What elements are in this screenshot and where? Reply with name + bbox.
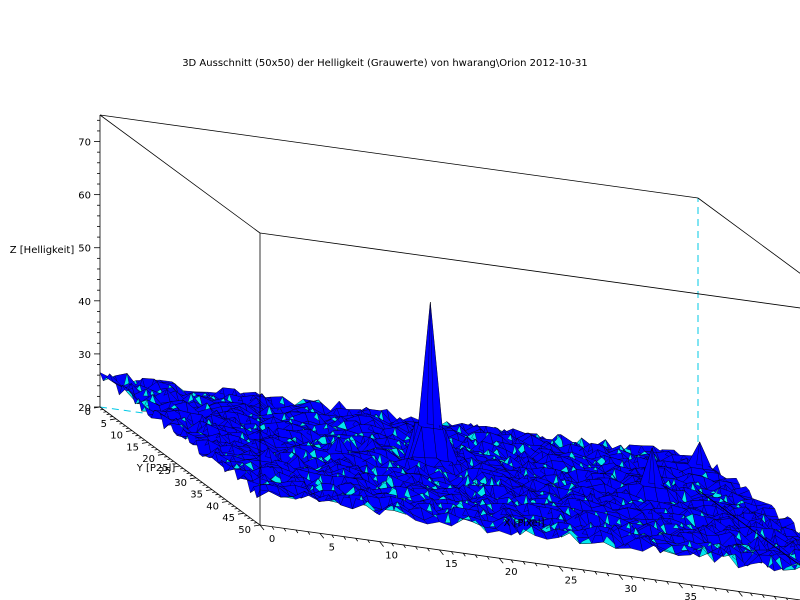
y-tick	[173, 465, 181, 468]
y-tick	[205, 489, 213, 491]
box-edge-top-front	[259, 232, 800, 309]
x-tick	[582, 569, 586, 574]
y-tick-label: 30	[174, 478, 187, 489]
x-tick	[690, 584, 693, 588]
x-tick	[618, 574, 624, 581]
x-tick	[773, 596, 777, 600]
x-tick-label: 35	[684, 592, 697, 600]
y-axis-label: Y [P25l]	[136, 463, 176, 474]
x-tick	[654, 579, 658, 584]
y-tick-label: 10	[110, 431, 123, 442]
x-tick	[486, 556, 490, 560]
front-box-lines	[99, 197, 800, 600]
x-tick	[391, 543, 394, 547]
y-tick-label: 45	[222, 513, 235, 524]
y-tick	[253, 524, 261, 527]
box-edge-top-left	[99, 114, 261, 234]
y-tick-label: 15	[126, 442, 139, 453]
x-tick	[307, 531, 311, 535]
x-tick	[558, 566, 564, 572]
x-tick	[427, 548, 430, 552]
x-tick	[702, 586, 705, 590]
x-tick	[714, 587, 717, 592]
x-tick	[295, 529, 299, 534]
y-tick	[93, 406, 101, 409]
y-tick-label: 0	[85, 407, 91, 418]
surface-facet	[794, 530, 800, 538]
x-axis-label: X [Pixel]	[504, 518, 545, 529]
x-tick-label: 25	[565, 576, 578, 587]
x-tick	[726, 589, 729, 593]
x-tick-label: 20	[505, 567, 518, 578]
y-tick	[189, 477, 197, 480]
x-tick	[510, 559, 514, 564]
y-tick	[141, 442, 149, 444]
x-tick	[498, 557, 504, 564]
x-tick	[439, 549, 444, 556]
x-tick	[738, 591, 743, 597]
x-tick	[522, 561, 526, 565]
x-tick	[403, 544, 406, 549]
x-tick-label: 10	[385, 551, 398, 562]
x-tick	[379, 541, 384, 547]
x-tick	[283, 528, 287, 532]
box-edge-bottom-right	[697, 489, 800, 566]
x-tick	[678, 582, 683, 589]
y-tick-label: 20	[142, 454, 155, 465]
x-tick	[642, 577, 646, 582]
x-tick	[367, 539, 370, 544]
x-tick-label: 5	[329, 542, 335, 553]
y-tick-label: 40	[206, 501, 219, 512]
x-tick	[630, 576, 634, 580]
y-tick	[237, 512, 245, 515]
x-tick	[761, 594, 765, 598]
x-tick	[343, 536, 347, 540]
z-tick-label: 50	[78, 244, 91, 255]
x-tick-label: 30	[624, 584, 637, 595]
x-tick	[594, 571, 598, 575]
z-tick-label: 70	[78, 138, 91, 149]
x-tick	[462, 552, 466, 557]
surface-facet	[792, 537, 800, 544]
x-tick	[331, 534, 335, 539]
z-tick-label: 40	[78, 297, 91, 308]
y-tick	[125, 430, 133, 432]
box-edge-bottom-front	[259, 524, 800, 600]
x-tick	[570, 567, 574, 572]
box-edge-bottom-left	[99, 406, 261, 526]
z-tick-label: 20	[78, 403, 91, 414]
x-tick	[546, 564, 550, 569]
x-tick	[451, 551, 454, 555]
x-tick	[606, 572, 610, 577]
surface-facet	[798, 544, 800, 546]
z-axis-label: Z [Helligkeit]	[10, 245, 75, 256]
y-tick-label: 5	[101, 419, 107, 430]
x-tick	[319, 533, 325, 539]
x-tick	[271, 526, 275, 530]
box-edge-top-right	[697, 197, 800, 274]
y-tick-label: 25	[158, 466, 171, 477]
x-tick-label: 0	[269, 534, 275, 545]
y-tick	[109, 418, 117, 421]
y-tick	[157, 453, 165, 456]
surface-facet	[795, 539, 800, 546]
y-tick-label: 35	[190, 490, 203, 501]
x-tick	[750, 592, 753, 597]
x-tick	[355, 538, 359, 542]
x-tick	[474, 554, 478, 559]
x-tick	[666, 581, 669, 585]
y-tick	[221, 501, 229, 503]
x-tick	[259, 524, 265, 531]
chart-title: 3D Ausschnitt (50x50) der Helligkeit (Gr…	[182, 58, 588, 69]
box-edge-top-back	[99, 114, 699, 199]
surface-mesh	[99, 301, 800, 572]
y-tick-label: 50	[238, 525, 251, 536]
x-tick	[534, 562, 538, 567]
z-tick-label: 30	[78, 350, 91, 361]
x-tick-label: 15	[445, 559, 458, 570]
x-tick	[415, 546, 418, 550]
surface-facet	[789, 541, 800, 552]
z-tick-label: 60	[78, 191, 91, 202]
